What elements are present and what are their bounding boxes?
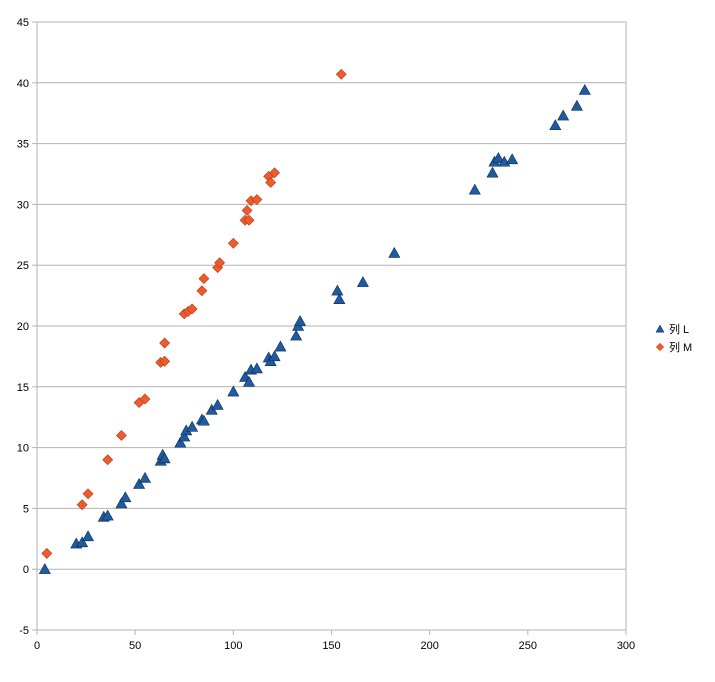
point-diamond xyxy=(76,499,88,511)
gridlines xyxy=(37,21,626,631)
point-diamond xyxy=(335,68,347,80)
point-triangle xyxy=(82,530,95,542)
y-tick-label: 40 xyxy=(17,78,29,90)
x-tick-label: 50 xyxy=(129,640,141,652)
point-triangle xyxy=(492,152,505,163)
point-triangle xyxy=(76,536,89,548)
point-triangle xyxy=(178,430,191,442)
point-triangle xyxy=(333,293,346,304)
y-tick-label: 30 xyxy=(17,199,29,211)
point-triangle xyxy=(506,153,519,165)
y-tick-label: 25 xyxy=(17,260,29,272)
point-triangle xyxy=(227,385,240,397)
y-tick-label: 10 xyxy=(17,443,29,455)
y-tick-label: 5 xyxy=(23,503,29,515)
point-triangle xyxy=(243,375,256,387)
legend-item: 列 L xyxy=(655,322,689,336)
point-triangle xyxy=(570,99,583,111)
point-triangle xyxy=(468,183,481,195)
series-m xyxy=(41,68,347,559)
legend-item: 列 M xyxy=(655,340,692,354)
point-triangle xyxy=(119,491,132,503)
point-diamond xyxy=(214,257,226,269)
data-points xyxy=(38,68,591,574)
y-axis: -5 0 5 10 15 20 25 30 35 40 45 xyxy=(17,17,37,637)
x-axis: 0 50 100 150 200 250 300 xyxy=(34,630,635,652)
y-tick-label: 15 xyxy=(17,382,29,394)
legend-label: 列 M xyxy=(669,340,692,354)
point-triangle xyxy=(388,246,401,258)
point-triangle xyxy=(549,119,562,131)
point-diamond xyxy=(251,194,263,205)
point-diamond xyxy=(196,285,208,297)
x-tick-label: 100 xyxy=(224,640,242,652)
x-tick-label: 250 xyxy=(519,640,537,652)
point-triangle xyxy=(38,563,51,574)
point-diamond xyxy=(159,355,171,367)
point-triangle xyxy=(133,477,146,489)
x-tick-label: 200 xyxy=(420,640,438,652)
point-diamond xyxy=(41,547,53,559)
point-triangle xyxy=(138,471,151,483)
y-tick-label: 0 xyxy=(23,564,29,576)
point-triangle xyxy=(356,276,369,287)
point-triangle xyxy=(274,340,287,352)
point-triangle xyxy=(557,109,570,121)
legend-label: 列 L xyxy=(669,322,689,336)
point-diamond xyxy=(265,177,277,188)
point-diamond xyxy=(241,205,253,216)
point-triangle xyxy=(158,452,171,464)
legend-triangle-icon xyxy=(655,324,665,333)
y-tick-label: 20 xyxy=(17,321,29,333)
point-triangle xyxy=(174,436,187,448)
x-tick-label: 150 xyxy=(322,640,340,652)
point-diamond xyxy=(159,337,171,349)
y-tick-label: 35 xyxy=(17,139,29,151)
point-diamond xyxy=(198,273,210,285)
point-diamond xyxy=(115,430,127,441)
point-triangle xyxy=(101,509,114,521)
series-l xyxy=(38,83,591,574)
point-diamond xyxy=(82,488,94,500)
point-triangle xyxy=(486,166,499,178)
y-tick-label: 45 xyxy=(17,17,29,29)
point-triangle xyxy=(331,284,344,296)
point-diamond xyxy=(227,237,239,249)
point-triangle xyxy=(250,362,263,374)
point-diamond xyxy=(269,167,280,179)
point-diamond xyxy=(243,214,255,226)
y-tick-label: -5 xyxy=(19,625,29,637)
legend-diamond-icon xyxy=(655,342,665,352)
point-triangle xyxy=(211,398,224,410)
point-triangle xyxy=(290,329,303,341)
x-tick-label: 0 xyxy=(34,640,40,652)
point-triangle xyxy=(115,497,128,509)
x-tick-label: 300 xyxy=(617,640,635,652)
point-triangle xyxy=(197,414,210,426)
point-triangle xyxy=(578,83,591,95)
point-diamond xyxy=(139,393,151,405)
point-triangle xyxy=(294,315,307,326)
legend: 列 L 列 M xyxy=(655,322,692,354)
point-triangle xyxy=(186,420,199,432)
point-diamond xyxy=(186,303,198,315)
point-triangle xyxy=(268,350,281,362)
point-diamond xyxy=(102,454,114,466)
